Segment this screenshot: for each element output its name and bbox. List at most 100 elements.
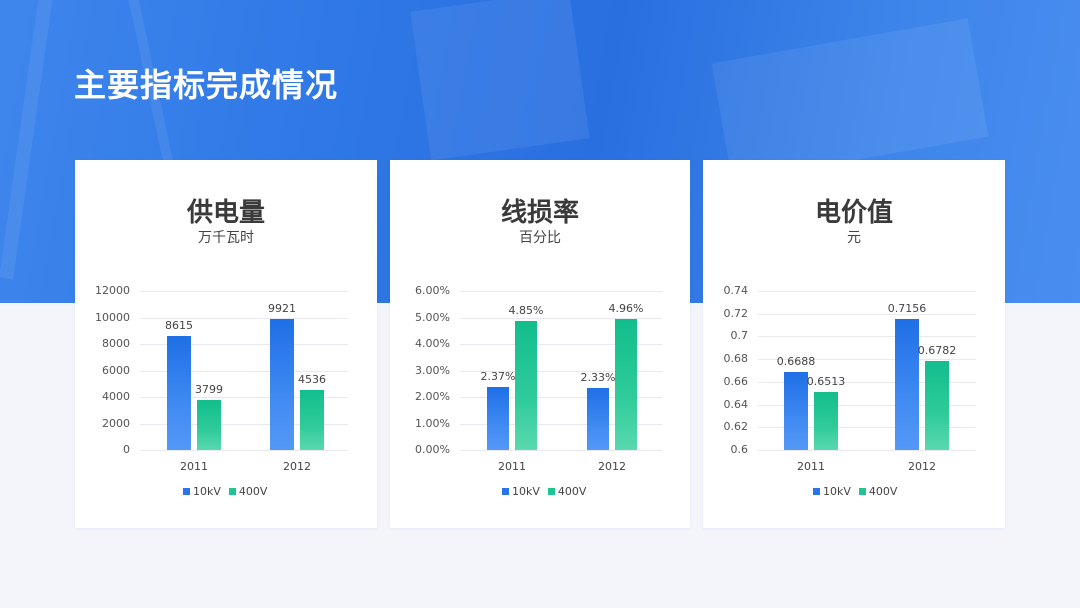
banner-decoration (711, 18, 989, 182)
gridline (758, 336, 976, 338)
legend-swatch-icon (228, 488, 236, 495)
legend-label: 10kV (193, 485, 221, 498)
bar-10kv-2012 (587, 388, 609, 450)
bar-400v-2011 (197, 399, 221, 450)
chart-card-line-loss: 线损率 百分比 0.00% 1.00% 2.00% 3.00% 4.00% 5.00% 6.… (390, 160, 690, 528)
y-axis-tick-label: 12000 (95, 284, 130, 297)
data-label: 3799 (195, 382, 223, 396)
chart-legend: 10kV 400V (502, 485, 586, 498)
legend-swatch-icon (813, 488, 820, 495)
legend-label: 400V (868, 485, 898, 498)
chart-unit: 百分比 (519, 230, 561, 246)
gridline (140, 370, 348, 372)
legend-label: 10kV (823, 485, 851, 498)
data-label: 2.33% (580, 371, 616, 385)
chart-plot: 0.00% 1.00% 2.00% 3.00% 4.00% 5.00% 6.00% 2.37%… (390, 160, 690, 528)
legend-label: 400V (557, 485, 587, 498)
legend-item-10kv: 10kV (183, 485, 221, 498)
y-axis-tick-label: 4.00% (415, 337, 450, 350)
x-axis-category-label: 2011 (180, 460, 208, 473)
legend-label: 400V (238, 485, 268, 498)
banner-decoration (410, 0, 590, 161)
gridline (460, 344, 662, 345)
data-label: 9921 (268, 301, 296, 315)
data-label: 0.6688 (776, 354, 816, 368)
data-label: 0.7156 (887, 301, 927, 315)
gridline (460, 423, 662, 425)
data-label: 0.6513 (806, 374, 846, 388)
legend-swatch-icon (858, 488, 866, 495)
gridline (140, 344, 348, 345)
x-axis-category-label: 2012 (598, 460, 626, 473)
bar-400v-2011 (814, 391, 838, 450)
chart-title: 线损率 (500, 198, 579, 228)
y-axis-tick-label: 5.00% (415, 310, 450, 324)
y-axis-tick-label: 2000 (102, 416, 130, 430)
chart-title: 供电量 (186, 198, 265, 228)
y-axis-tick-label: 0.66 (723, 374, 749, 388)
y-axis-tick-label: 4000 (102, 390, 130, 403)
chart-title: 电价值 (814, 198, 893, 228)
legend-swatch-icon (183, 488, 190, 495)
y-axis-tick-label: 0.62 (723, 420, 749, 434)
y-axis-tick-label: 8000 (102, 337, 130, 350)
chart-legend: 10kV 400V (183, 485, 267, 498)
data-label: 4536 (298, 372, 326, 386)
y-axis-tick-label: 0.6 (730, 443, 749, 456)
legend-item-400v: 400V (228, 485, 268, 498)
gridline (758, 359, 976, 361)
legend-swatch-icon (502, 488, 509, 495)
legend-item-10kv: 10kV (502, 485, 540, 498)
y-axis-tick-label: 0.72 (723, 306, 749, 320)
y-axis-tick-label: 0 (123, 443, 130, 456)
gridline (758, 313, 976, 315)
y-axis-tick-label: 10000 (95, 310, 130, 324)
x-axis-category-label: 2011 (498, 460, 526, 473)
bar-10kv-2012 (270, 318, 294, 450)
y-axis-tick-label: 2.00% (415, 390, 450, 403)
legend-label: 10kV (512, 485, 540, 498)
gridline (758, 427, 976, 429)
y-axis-tick-label: 0.64 (723, 397, 749, 411)
y-axis-tick-label: 1.00% (415, 416, 450, 430)
data-label: 2.37% (480, 370, 516, 384)
gridline (140, 317, 348, 319)
y-axis-tick-label: 6.00% (415, 284, 450, 297)
bar-400v-2011 (515, 321, 537, 450)
bar-400v-2012 (615, 318, 637, 450)
bar-400v-2012 (925, 361, 949, 450)
legend-item-400v: 400V (858, 485, 898, 498)
page-title: 主要指标完成情况 (74, 66, 339, 104)
gridline (460, 397, 662, 398)
chart-plot: 0 2000 4000 6000 8000 10000 12000 8615 3799 2011 9… (75, 160, 377, 528)
gridline (460, 291, 662, 292)
gridline (140, 291, 348, 292)
bar-10kv-2011 (487, 387, 509, 450)
gridline (758, 381, 976, 383)
data-label: 8615 (165, 318, 193, 332)
bar-10kv-2011 (167, 335, 191, 450)
bar-10kv-2011 (784, 371, 808, 450)
bar-10kv-2012 (895, 318, 919, 450)
gridline (758, 291, 976, 292)
chart-card-power-supply: 供电量 万千瓦时 0 2000 4000 6000 8000 10000 12000 8615… (75, 160, 377, 528)
y-axis-tick-label: 0.74 (723, 284, 749, 297)
data-label: 4.96% (608, 301, 644, 315)
banner-decoration (0, 0, 55, 280)
gridline (140, 397, 348, 398)
legend-swatch-icon (547, 488, 555, 495)
x-axis-category-label: 2012 (283, 460, 311, 473)
gridline (140, 423, 348, 425)
gridline (758, 404, 976, 406)
bar-400v-2012 (300, 389, 324, 450)
chart-card-price: 电价值 元 0.6 0.62 0.64 0.66 0.68 0.7 0.72 0.74 0.66… (703, 160, 1005, 528)
y-axis-tick-label: 6000 (102, 363, 130, 377)
gridline (460, 450, 662, 451)
chart-unit: 元 (847, 230, 861, 246)
y-axis-tick-label: 0.68 (723, 352, 749, 366)
data-label: 4.85% (508, 304, 544, 318)
legend-item-10kv: 10kV (813, 485, 851, 498)
y-axis-tick-label: 3.00% (415, 363, 450, 377)
gridline (460, 370, 662, 372)
y-axis-tick-label: 0.7 (730, 329, 749, 343)
